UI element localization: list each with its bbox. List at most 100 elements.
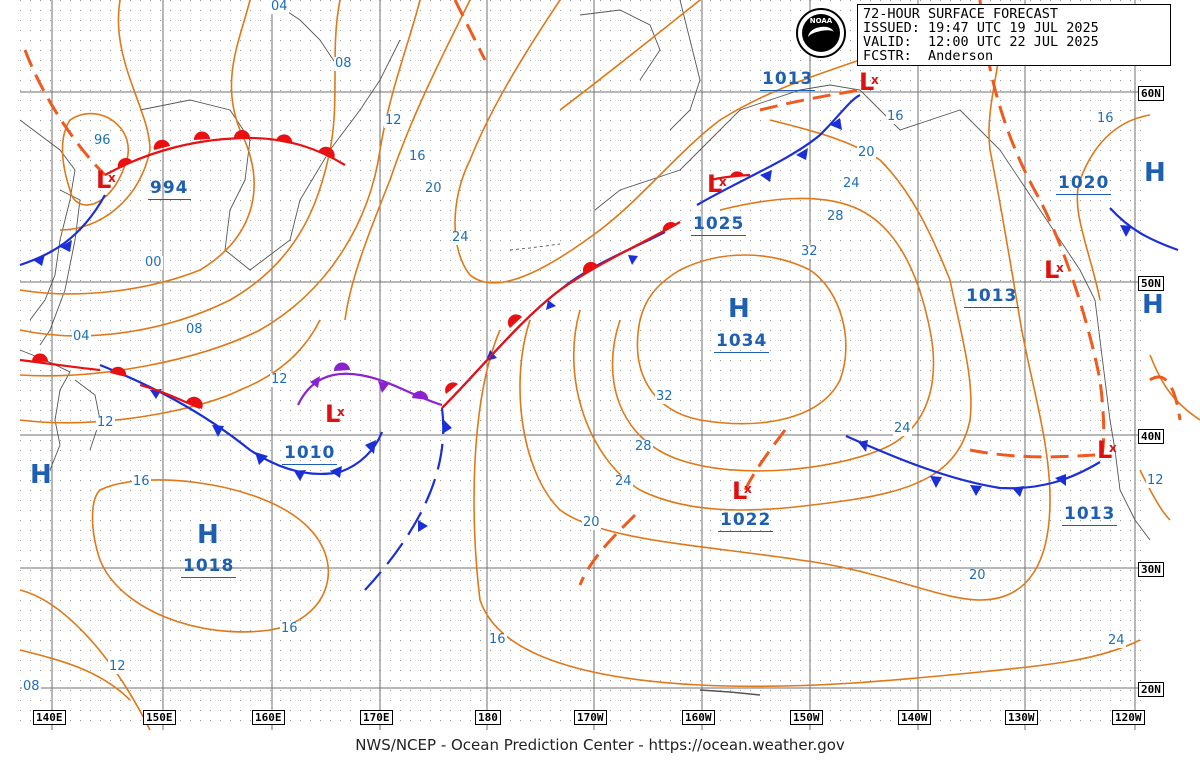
low-symbol: Lx <box>325 400 345 428</box>
low-pressure-label: 1022 <box>718 510 774 532</box>
isobar-label: 12 <box>270 372 289 387</box>
svg-text:x: x <box>108 171 116 185</box>
low-pressure-label: 994 <box>148 178 191 200</box>
low-pressure-label: 1010 <box>282 443 338 465</box>
warm-front-bumps <box>32 130 744 409</box>
longitude-label: 150E <box>143 710 176 725</box>
low-symbol: Lx <box>707 170 727 198</box>
isobar-label: 24 <box>1107 633 1126 648</box>
low-symbol: Lx <box>859 68 879 96</box>
isobar-label: 08 <box>185 322 204 337</box>
isobar-label: 24 <box>893 421 912 436</box>
issued-label: ISSUED: <box>863 20 920 36</box>
longitude-label: 180 <box>475 710 501 725</box>
high-symbol: H <box>197 520 219 550</box>
svg-text:L: L <box>859 68 874 96</box>
longitude-label: 160E <box>252 710 285 725</box>
isobar-label: 00 <box>144 255 163 270</box>
svg-text:x: x <box>719 175 727 189</box>
isobar-label: 32 <box>655 389 674 404</box>
isobar-label: 32 <box>800 244 819 259</box>
isobar-label: 16 <box>488 632 507 647</box>
isobar-label: 20 <box>968 568 987 583</box>
latitude-label: 60N <box>1138 86 1164 101</box>
valid-row: VALID: 12:00 UTC 22 JUL 2025 <box>863 35 1165 49</box>
svg-text:L: L <box>96 166 111 194</box>
issued-time: 19:47 UTC 19 JUL 2025 <box>928 20 1099 36</box>
svg-text:L: L <box>1044 256 1059 284</box>
latitude-label: 30N <box>1138 562 1164 577</box>
valid-time: 12:00 UTC 22 JUL 2025 <box>928 34 1099 50</box>
svg-text:x: x <box>337 405 345 419</box>
troughs <box>23 0 1182 586</box>
issued-row: ISSUED: 19:47 UTC 19 JUL 2025 <box>863 21 1165 35</box>
isobar-label: 12 <box>108 659 127 674</box>
low-pressure-label: 1025 <box>691 214 747 236</box>
longitude-label: 160W <box>682 710 715 725</box>
svg-text:x: x <box>744 482 752 496</box>
high-symbol: H <box>1142 290 1164 320</box>
isobar-label: 24 <box>614 474 633 489</box>
occluded-front <box>297 362 443 407</box>
isobar-label: 16 <box>1096 111 1115 126</box>
valid-label: VALID: <box>863 34 912 50</box>
footer-credit: NWS/NCEP - Ocean Prediction Center - htt… <box>355 736 845 754</box>
latitude-label: 40N <box>1138 429 1164 444</box>
longitude-label: 120W <box>1112 710 1145 725</box>
isobar-label: 20 <box>582 515 601 530</box>
isobar-label: 12 <box>96 415 115 430</box>
isobar-label: 16 <box>132 474 151 489</box>
isobar-label: 96 <box>93 133 112 148</box>
longitude-label: 170E <box>360 710 393 725</box>
svg-text:L: L <box>1097 436 1112 464</box>
isobar-label: 04 <box>72 329 91 344</box>
longitude-label: 150W <box>790 710 823 725</box>
dotted-background <box>20 0 1150 730</box>
high-pressure-label: 1034 <box>714 331 770 353</box>
forecaster-label: FCSTR: <box>863 48 912 64</box>
forecast-title: 72-HOUR SURFACE FORECAST <box>863 6 1059 22</box>
warm-fronts <box>19 136 751 410</box>
low-pressure-label: 1013 <box>964 286 1020 308</box>
longitude-label: 170W <box>574 710 607 725</box>
longitude-label: 130W <box>1005 710 1038 725</box>
longitude-label: 140E <box>33 710 66 725</box>
low-pressure-label: 1013 <box>1062 504 1118 526</box>
svg-text:L: L <box>325 400 340 428</box>
high-pressure-label: 1018 <box>181 556 237 578</box>
svg-text:L: L <box>732 477 747 505</box>
isobar-label: 28 <box>826 209 845 224</box>
isobar-label: 24 <box>842 176 861 191</box>
isobar-label: 16 <box>408 149 427 164</box>
low-symbols: Lx Lx Lx Lx Lx Lx Lx <box>96 68 1117 505</box>
low-symbol: Lx <box>1097 436 1117 464</box>
isobar-label: 08 <box>22 679 41 694</box>
svg-text:L: L <box>707 170 722 198</box>
isobar-label: 12 <box>1146 473 1165 488</box>
high-symbol: H <box>728 294 750 324</box>
low-pressure-label: 1013 <box>760 69 816 91</box>
isobar-label: 20 <box>857 145 876 160</box>
svg-text:x: x <box>1109 441 1117 455</box>
svg-text:x: x <box>1056 261 1064 275</box>
svg-text:x: x <box>871 73 879 87</box>
noaa-logo-text: NOAA <box>809 17 833 25</box>
isobar-label: 24 <box>451 230 470 245</box>
isobar-label: 08 <box>334 56 353 71</box>
latitude-label: 20N <box>1138 682 1164 697</box>
forecast-header: 72-HOUR SURFACE FORECAST ISSUED: 19:47 U… <box>857 4 1171 66</box>
forecaster-row: FCSTR: Anderson <box>863 49 1165 63</box>
low-symbol: Lx <box>732 477 752 505</box>
isobar-label: 16 <box>886 109 905 124</box>
high-symbol: H <box>1144 158 1166 188</box>
low-symbol: Lx <box>96 166 116 194</box>
isobar-label: 16 <box>280 621 299 636</box>
longitude-label: 140W <box>898 710 931 725</box>
low-symbol: Lx <box>1044 256 1064 284</box>
isobar-label: 04 <box>270 0 289 14</box>
noaa-logo: NOAA <box>796 8 846 58</box>
latitude-label: 50N <box>1138 276 1164 291</box>
isobar-label: 28 <box>634 439 653 454</box>
isobar-label: 12 <box>384 113 403 128</box>
